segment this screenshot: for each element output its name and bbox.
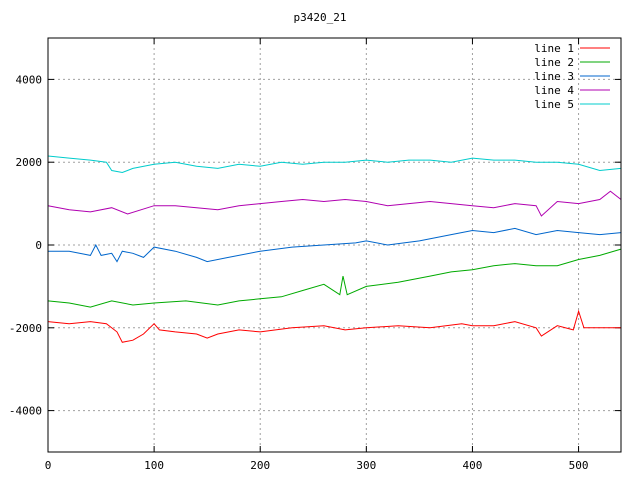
series-line-5 [47,155,622,174]
x-tick-label: 400 [463,459,483,472]
legend-label: line 4 [534,84,574,97]
x-tick-label: 100 [144,459,164,472]
plot-frame [47,37,622,453]
series-line-2 [47,248,622,308]
series-line-3 [48,227,622,263]
y-tick-label: 2000 [16,156,43,169]
series-line-1 [47,309,621,343]
x-tick-label: 200 [250,459,270,472]
x-tick-label: 0 [45,459,52,472]
x-tick-label: 500 [569,459,589,472]
y-tick-label: -4000 [9,405,42,418]
y-tick-label: -2000 [9,322,42,335]
legend-label: line 5 [534,98,574,111]
legend-label: line 3 [534,70,574,83]
y-tick-label: 0 [35,239,42,252]
legend-label: line 1 [534,42,574,55]
series-line-4 [47,190,622,217]
y-tick-label: 4000 [16,73,43,86]
legend-label: line 2 [534,56,574,69]
x-tick-label: 300 [356,459,376,472]
chart-title: p3420_21 [293,11,347,24]
